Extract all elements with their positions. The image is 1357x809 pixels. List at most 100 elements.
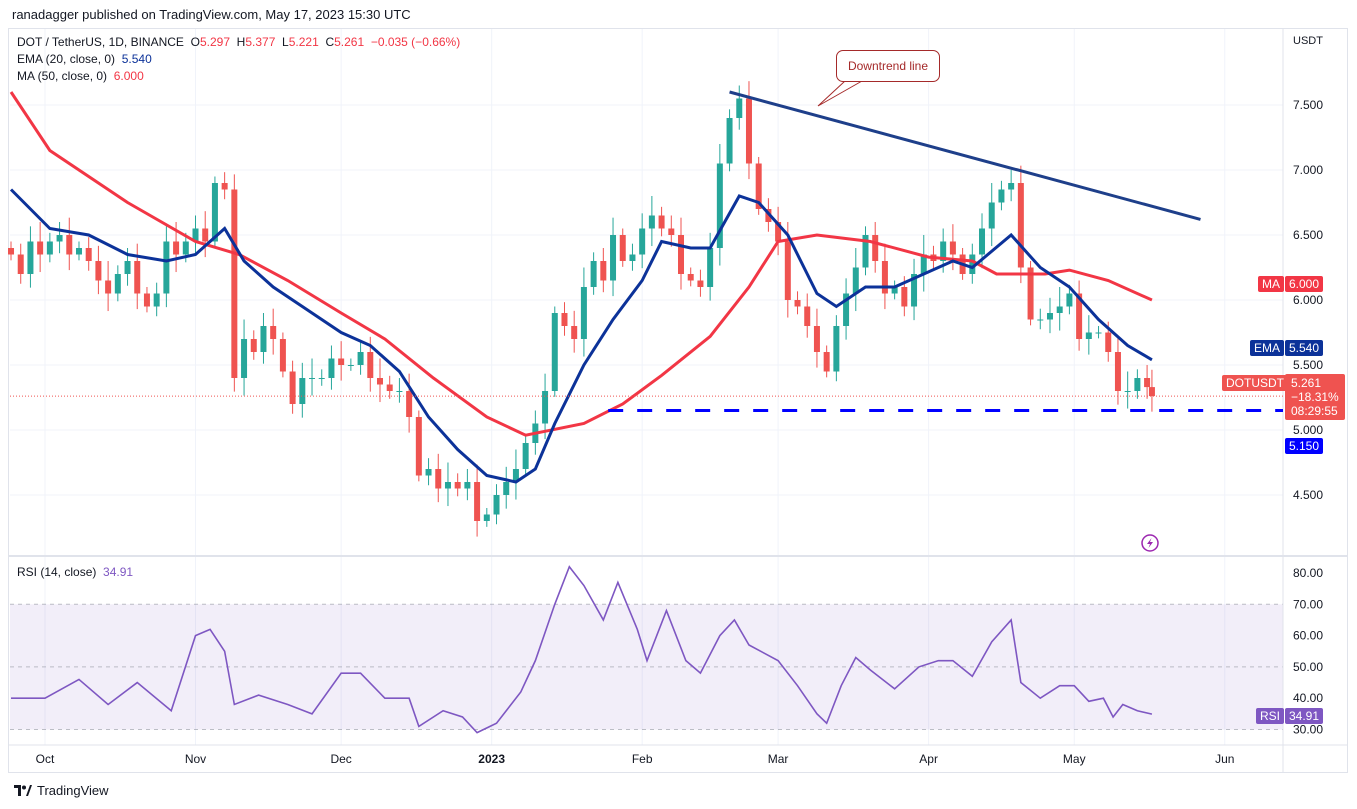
price-tick-label: 6.500 [1293, 228, 1323, 242]
last-price: 5.261 [1291, 376, 1322, 390]
candle-body [512, 469, 519, 482]
candle-body [221, 183, 228, 190]
candle-body [464, 482, 471, 489]
candle-body [823, 352, 830, 372]
candle-body [1008, 183, 1015, 190]
candle-body [367, 352, 374, 378]
candle-body [726, 118, 733, 164]
candle-body [318, 378, 325, 379]
time-tick-label: Feb [632, 752, 653, 766]
candle-body [542, 391, 549, 424]
candle-body [444, 482, 451, 489]
rsi-label: RSI (14, close) [17, 565, 97, 579]
change-value: −0.035 (−0.66%) [370, 35, 461, 49]
candle-body [940, 241, 947, 261]
price-tick-label: 6.000 [1293, 293, 1323, 307]
ma-price-tag: 6.000 [1285, 276, 1324, 292]
high-value: 5.377 [245, 35, 276, 49]
candle-body [687, 274, 694, 281]
candle-body [27, 241, 34, 274]
time-tick-label: Mar [768, 752, 789, 766]
time-tick-label: May [1063, 752, 1086, 766]
candle-body [901, 287, 908, 307]
candle-body [182, 241, 189, 255]
candle-body [454, 482, 461, 489]
candle-body [75, 248, 82, 255]
open-label: O [190, 35, 200, 49]
price-tick-label: 5.500 [1293, 358, 1323, 372]
brand-name: TradingView [37, 783, 109, 798]
candle-body [386, 384, 393, 391]
rsi-tick-label: 70.00 [1293, 597, 1323, 611]
candle-body [852, 267, 859, 294]
candle-body [1114, 352, 1121, 391]
ma-legend[interactable]: MA (50, close, 0) 6.000 [17, 69, 144, 83]
tradingview-logo[interactable]: TradingView [14, 783, 109, 798]
candle-body [843, 293, 850, 326]
last-price-tag: 5.261 −18.31% 08:29:55 [1285, 374, 1345, 420]
candle-body [784, 241, 791, 300]
downtrend-callout: Downtrend line [836, 50, 940, 82]
price-tick-label: 7.000 [1293, 163, 1323, 177]
candle-body [357, 352, 364, 365]
candle-body [658, 215, 665, 229]
candle-body [881, 261, 888, 294]
candle-body [1144, 378, 1151, 388]
rsi-legend[interactable]: RSI (14, close) 34.91 [17, 565, 133, 579]
rsi-tick-label: 60.00 [1293, 629, 1323, 643]
candle-body [474, 482, 481, 521]
candle-body [376, 378, 383, 385]
candle-body [85, 248, 92, 261]
candle-body [8, 248, 15, 255]
published-by-text: ranadagger published on TradingView.com,… [12, 7, 411, 22]
candle-body [1124, 391, 1131, 392]
candle-body [988, 202, 995, 229]
candle-body [153, 293, 160, 307]
candle-body [1046, 313, 1053, 320]
candle-body [202, 228, 209, 242]
candle-body [1134, 378, 1141, 391]
low-value: 5.221 [288, 35, 319, 49]
candle-body [580, 287, 587, 339]
candle-body [37, 241, 44, 255]
time-tick-label: Dec [330, 752, 351, 766]
candle-body [211, 183, 218, 242]
candle-body [173, 241, 180, 255]
ema-label: EMA (20, close, 0) [17, 52, 116, 66]
candle-body [406, 391, 413, 417]
candle-body [1105, 332, 1112, 352]
candle-body [1017, 183, 1024, 268]
candle-body [979, 228, 986, 255]
candle-body [56, 235, 63, 242]
candle-body [755, 163, 762, 209]
rsi-name-tag: RSI [1256, 708, 1285, 724]
candle-body [105, 280, 112, 294]
ma-value: 6.000 [113, 69, 144, 83]
candle-body [522, 443, 529, 469]
candle-body [716, 163, 723, 248]
candle-body [668, 228, 675, 235]
time-tick-label: 2023 [478, 752, 505, 766]
symbol-legend: DOT / TetherUS, 1D, BINANCE O5.297 H5.37… [17, 35, 460, 49]
symbol-title[interactable]: DOT / TetherUS, 1D, BINANCE [17, 35, 184, 49]
time-tick-label: Apr [919, 752, 938, 766]
price-tick-label: 5.000 [1293, 423, 1323, 437]
candle-body [435, 469, 442, 489]
candle-body [590, 261, 597, 287]
rsi-tick-label: 40.00 [1293, 691, 1323, 705]
time-tick-label: Jun [1215, 752, 1234, 766]
ma-50-line [9, 91, 1153, 437]
lightning-icon [1141, 534, 1159, 552]
candle-body [299, 378, 306, 404]
candle-body [163, 241, 170, 294]
candle-body [95, 261, 102, 281]
ema-legend[interactable]: EMA (20, close, 0) 5.540 [17, 52, 152, 66]
rsi-tick-label: 80.00 [1293, 566, 1323, 580]
candle-body [143, 293, 150, 307]
candle-body [231, 189, 238, 378]
rsi-value: 34.91 [103, 565, 134, 579]
ema-20-line [9, 188, 1153, 484]
candle-body [610, 235, 617, 281]
grid [10, 29, 1283, 745]
